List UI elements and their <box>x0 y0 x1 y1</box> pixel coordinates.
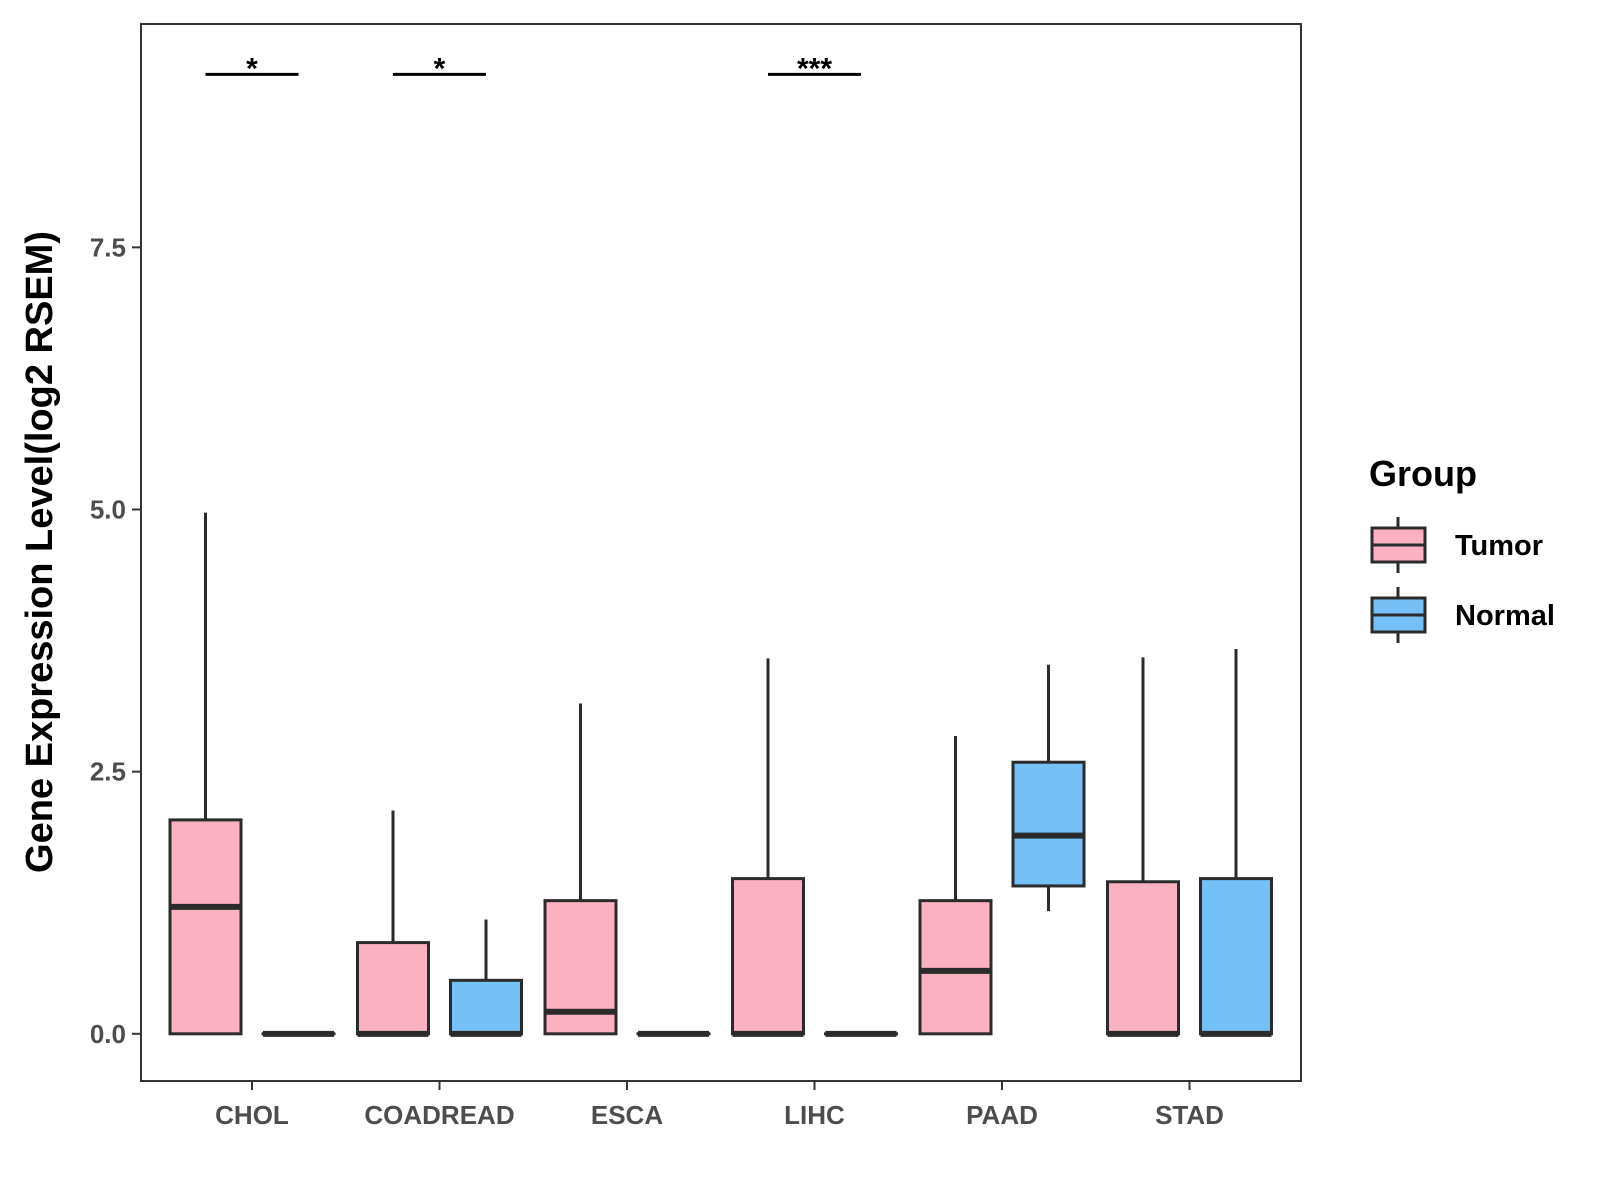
x-tick-label-paad: PAAD <box>966 1100 1038 1130</box>
box-iqr <box>1011 760 1086 888</box>
x-tick-label-coadread: COADREAD <box>364 1100 514 1130</box>
box-iqr <box>449 978 523 1036</box>
significance-label: *** <box>797 52 832 85</box>
box-normal-paad <box>1011 664 1086 912</box>
y-tick-label: 2.5 <box>90 757 126 787</box>
box-normal-stad <box>1199 648 1273 1037</box>
box-iqr <box>918 899 993 1036</box>
box-tumor-lihc <box>731 658 805 1037</box>
y-tick-label: 0.0 <box>90 1019 126 1049</box>
legend-entry-tumor: Tumor <box>1370 517 1543 573</box>
box-normal-coadread <box>449 919 523 1037</box>
y-axis-title: Gene Expression Level(log2 RSEM) <box>19 231 61 873</box>
significance-label: * <box>434 52 446 85</box>
box-tumor-esca <box>543 703 618 1036</box>
y-axis: 0.0 2.5 5.0 7.5 <box>90 232 141 1049</box>
x-tick-label-chol: CHOL <box>215 1100 289 1130</box>
box-tumor-coadread <box>356 810 430 1037</box>
box-iqr <box>356 941 430 1036</box>
legend: Group Tumor Normal <box>1369 453 1555 643</box>
x-tick-label-lihc: LIHC <box>784 1100 845 1130</box>
significance-label: * <box>246 52 258 85</box>
box-series <box>168 512 1273 1037</box>
legend-label: Normal <box>1455 600 1555 632</box>
box-iqr <box>168 818 243 1036</box>
x-tick-label-stad: STAD <box>1155 1100 1224 1130</box>
box-iqr <box>731 877 805 1036</box>
legend-label: Tumor <box>1455 530 1543 562</box>
box-tumor-chol <box>168 512 243 1036</box>
box-tumor-stad <box>1106 657 1180 1037</box>
y-tick-label: 5.0 <box>90 495 126 525</box>
legend-title: Group <box>1369 453 1477 494</box>
x-axis: CHOL COADREAD ESCA LIHC PAAD STAD <box>215 1081 1224 1130</box>
box-iqr <box>1199 877 1273 1036</box>
x-tick-label-esca: ESCA <box>591 1100 663 1130</box>
box-iqr <box>1106 880 1180 1036</box>
y-tick-label: 7.5 <box>90 232 126 262</box>
box-tumor-paad <box>918 736 993 1036</box>
legend-entry-normal: Normal <box>1370 587 1555 643</box>
significance-markers: * * *** <box>205 52 861 85</box>
